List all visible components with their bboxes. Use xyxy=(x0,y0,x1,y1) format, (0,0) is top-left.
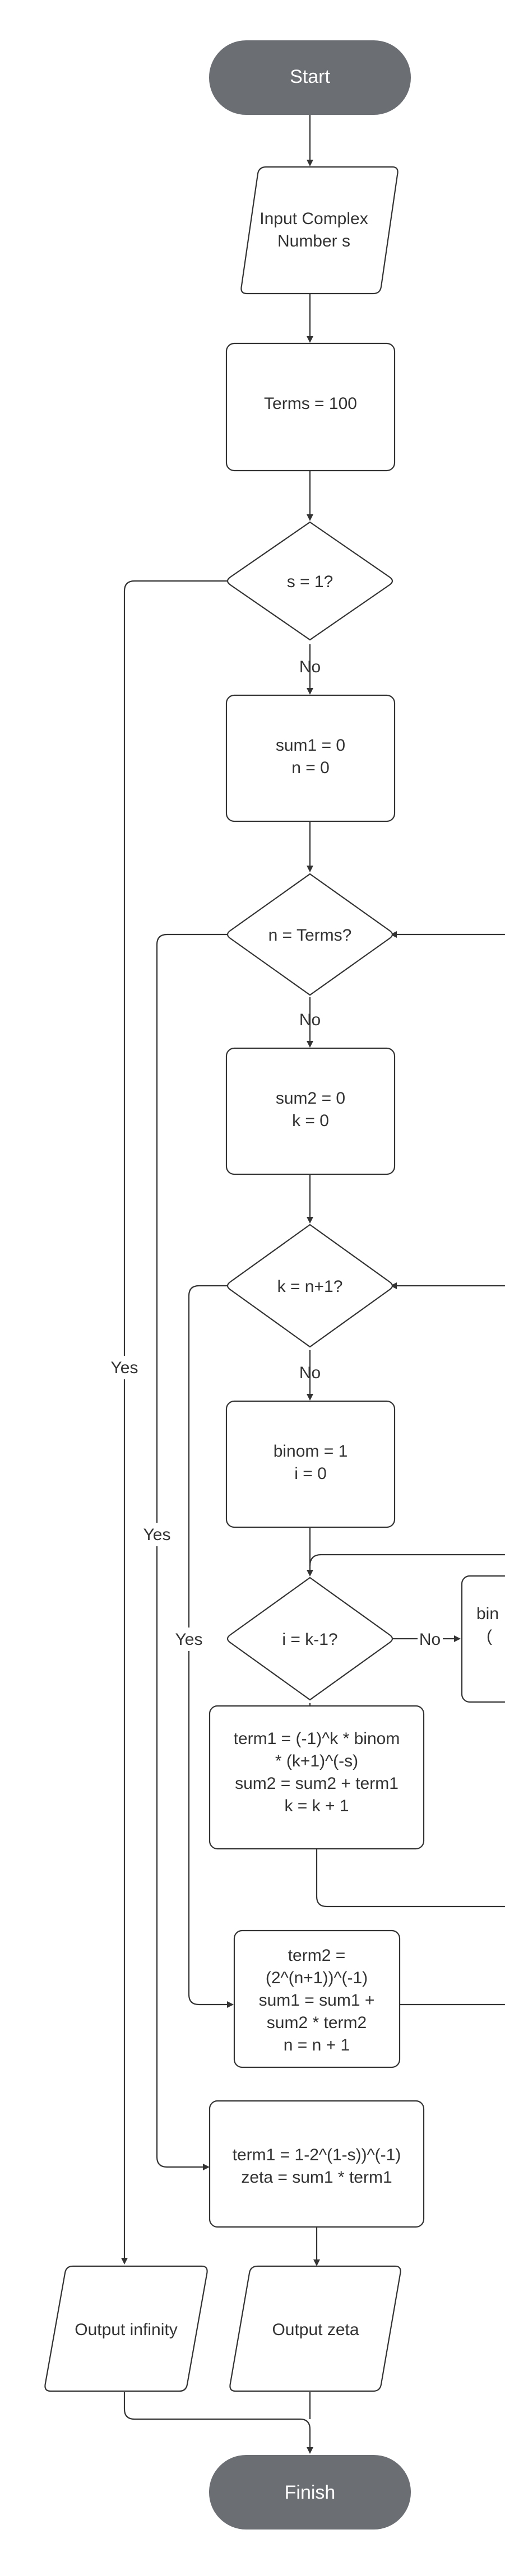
init2-box xyxy=(225,1047,396,1175)
finish-terminal xyxy=(209,2455,411,2529)
out-zeta-label: Output zeta xyxy=(272,2321,359,2339)
node-finish: Finish xyxy=(209,2455,411,2529)
edge-label-yes-s1: Yes xyxy=(111,1359,138,1377)
calc1-box xyxy=(209,1705,425,1850)
dec-s1-label: s = 1? xyxy=(287,573,333,591)
init1-line-2: n = 0 xyxy=(291,759,330,777)
yes-bg-1 xyxy=(106,1356,142,1379)
init3-box xyxy=(225,1400,396,1528)
calc3-line-1: term1 = 1-2^(1-s))^(-1) xyxy=(233,2146,401,2164)
edge-label-no-n: No xyxy=(299,1011,321,1029)
init1-box xyxy=(225,694,396,822)
edge-label-no-s1: No xyxy=(299,658,321,676)
finish-label: Finish xyxy=(285,2482,336,2503)
calc3-line-2: zeta = sum1 * term1 xyxy=(241,2168,392,2187)
dec-i-label: i = k-1? xyxy=(282,1630,337,1649)
node-out-zeta: Output zeta xyxy=(229,2265,401,2392)
binom-partial-line-2: ( xyxy=(487,1627,492,1645)
node-init1: sum1 = 0 n = 0 xyxy=(225,694,396,822)
node-dec-k: k = n+1? xyxy=(226,1224,393,1348)
binom-partial-line-1: bin xyxy=(476,1605,499,1623)
terms-box xyxy=(225,342,396,472)
edge-label-yes-k: Yes xyxy=(175,1630,203,1649)
calc2-line-1: term2 = xyxy=(288,1946,346,1965)
calc2-line-2: (2^(n+1))^(-1) xyxy=(266,1969,368,1987)
init3-line-1: binom = 1 xyxy=(274,1442,348,1461)
dec-k-label: k = n+1? xyxy=(277,1277,343,1296)
edge-loop-to-dec-i xyxy=(309,1554,505,1566)
node-dec-s1: s = 1? xyxy=(226,521,393,641)
node-binom-partial: bin ( xyxy=(461,1575,505,1703)
dec-k-diamond xyxy=(226,1224,393,1348)
edge-label-no-k: No xyxy=(299,1364,321,1382)
init2-line-1: sum2 = 0 xyxy=(276,1089,345,1108)
node-start: Start xyxy=(209,40,411,115)
init3-line-2: i = 0 xyxy=(294,1464,327,1483)
connectors xyxy=(121,115,505,2454)
node-calc3: term1 = 1-2^(1-s))^(-1) zeta = sum1 * te… xyxy=(209,2100,425,2228)
node-init2: sum2 = 0 k = 0 xyxy=(225,1047,396,1175)
calc1-line-1: term1 = (-1)^k * binom xyxy=(234,1729,400,1748)
start-label: Start xyxy=(290,66,330,87)
edge-outputs-finish xyxy=(123,2392,313,2454)
terms-label: Terms = 100 xyxy=(264,394,357,413)
dec-i-diamond xyxy=(226,1577,393,1701)
node-dec-i: i = k-1? xyxy=(226,1577,393,1701)
input-parallelogram xyxy=(240,166,399,295)
calc2-line-5: n = n + 1 xyxy=(284,2036,350,2054)
calc1-line-4: k = k + 1 xyxy=(284,1797,349,1815)
calc1-line-2: * (k+1)^(-s) xyxy=(275,1752,358,1770)
dec-n-label: n = Terms? xyxy=(268,926,352,945)
start-terminal xyxy=(209,40,411,115)
node-calc1: term1 = (-1)^k * binom * (k+1)^(-s) sum2… xyxy=(209,1705,425,1850)
dec-n-diamond xyxy=(226,873,393,996)
dec-s1-diamond xyxy=(226,521,393,641)
calc3-box xyxy=(209,2100,425,2228)
calc2-line-3: sum1 = sum1 + xyxy=(259,1991,375,2010)
edge-label-no-i-right: No xyxy=(419,1630,441,1649)
edge-calc1-out-right xyxy=(316,1848,505,1908)
node-input: Input Complex Number s xyxy=(240,166,399,295)
yes-bg-2 xyxy=(139,1523,175,1546)
input-line-1: Input Complex xyxy=(260,210,368,228)
node-terms: Terms = 100 xyxy=(225,342,396,472)
node-dec-n: n = Terms? xyxy=(226,873,393,996)
node-out-inf: Output infinity xyxy=(44,2265,208,2392)
node-calc2: term2 = (2^(n+1))^(-1) sum1 = sum1 + sum… xyxy=(233,1929,401,2068)
calc2-line-4: sum2 * term2 xyxy=(267,2014,367,2032)
init1-line-1: sum1 = 0 xyxy=(276,736,345,755)
out-inf-parallelogram xyxy=(44,2265,208,2392)
edge-yes-n-calc3 xyxy=(156,933,229,2170)
edge-yes-s1-out-inf xyxy=(121,580,229,2265)
calc2-box xyxy=(233,1929,401,2068)
binom-partial-box xyxy=(461,1575,505,1703)
yes-bg-3 xyxy=(171,1628,207,1651)
init2-line-2: k = 0 xyxy=(292,1112,329,1130)
input-line-2: Number s xyxy=(277,232,350,250)
node-init3: binom = 1 i = 0 xyxy=(225,1400,396,1528)
out-inf-label: Output infinity xyxy=(75,2321,177,2339)
out-zeta-parallelogram xyxy=(229,2265,401,2392)
calc1-line-3: sum2 = sum2 + term1 xyxy=(235,1774,399,1793)
edge-label-yes-n: Yes xyxy=(143,1526,171,1544)
